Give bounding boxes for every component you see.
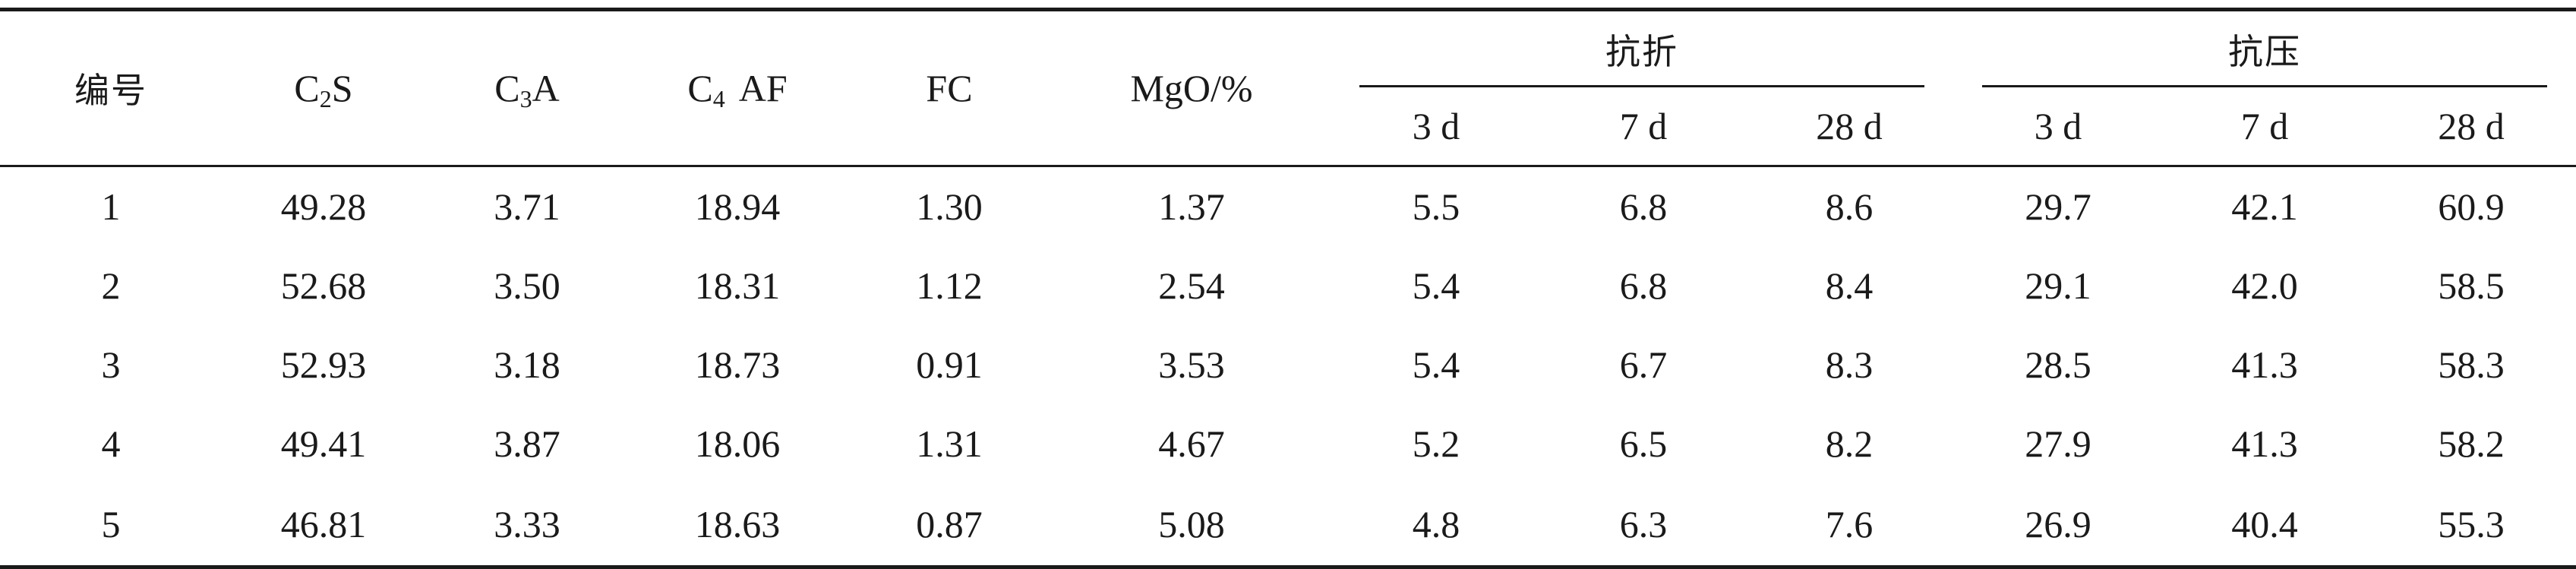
cell-comp-3d: 29.7 [2025,185,2091,228]
cell-comp-3d: 29.1 [2025,264,2091,307]
flexural-group-rule [1359,85,1924,87]
header-row-groups: 编号 C2S C3A C4 AF FC MgO/% 抗折 抗压 [0,8,2576,167]
cell-c4af: 18.31 [694,264,781,307]
table-row: 2 52.68 3.50 18.31 1.12 2.54 5.4 6.8 8.4… [0,246,2576,325]
header-comp-7d: 7 d [2163,87,2366,167]
cell-c4af: 18.94 [694,185,781,228]
cell-flex-3d: 5.4 [1412,264,1460,307]
cell-flex-28d: 8.3 [1825,343,1874,386]
header-flex-28d: 28 d [1745,87,1953,167]
cell-comp-3d: 27.9 [2025,422,2091,465]
c3a-sub: 3 [519,85,532,112]
cell-flex-28d: 8.2 [1825,422,1874,465]
cell-fc: 0.91 [916,343,983,386]
cell-mgo: 4.67 [1158,422,1225,465]
cell-c4af: 18.06 [694,422,781,465]
cell-flex-28d: 8.4 [1825,264,1874,307]
header-id: 编号 [0,8,222,167]
cell-comp-28d: 60.9 [2438,185,2505,228]
cell-c2s: 46.81 [222,483,425,569]
header-flex-3d: 3 d [1331,87,1542,167]
cell-c3a: 3.33 [425,483,629,569]
c2s-sub: 2 [319,85,332,112]
cell-comp-3d: 28.5 [2025,343,2091,386]
cell-comp-7d: 41.3 [2231,343,2298,386]
table-row: 1 49.28 3.71 18.94 1.30 1.37 5.5 6.8 8.6… [0,166,2576,247]
cell-mgo: 3.53 [1158,343,1225,386]
header-row-ages: 3 d 7 d 28 d 3 d 7 d 28 d [0,87,2576,167]
cell-c2s: 49.28 [280,185,367,228]
cell-c3a: 3.71 [494,185,560,228]
compressive-group-rule [1982,85,2547,87]
cell-c2s: 52.68 [280,264,367,307]
header-c4af: C4 AF [629,8,846,167]
cell-mgo: 1.37 [1158,185,1225,228]
cell-fc: 1.31 [916,422,983,465]
header-mgo: MgO/% [1053,8,1331,167]
cell-comp-7d: 41.3 [2231,422,2298,465]
cell-fc: 1.12 [916,264,983,307]
cell-flex-28d: 8.6 [1825,185,1874,228]
compressive-label: 抗压 [2228,31,2301,72]
c3a-base: C [494,67,520,109]
cell-comp-3d: 26.9 [1953,483,2163,569]
cell-mgo: 2.54 [1158,264,1225,307]
c2s-tail: S [331,67,353,109]
c4af-sub: 4 [712,85,725,112]
cell-comp-7d: 40.4 [2163,483,2366,569]
header-group-compressive: 抗压 [1953,8,2576,87]
cell-id: 5 [0,483,222,569]
cell-c4af: 18.63 [629,483,846,569]
c4af-tail: AF [738,67,788,109]
flexural-label: 抗折 [1605,31,1678,72]
cell-c2s: 49.41 [280,422,367,465]
header-comp-28d: 28 d [2366,87,2576,167]
table-row: 3 52.93 3.18 18.73 0.91 3.53 5.4 6.7 8.3… [0,325,2576,404]
cell-id: 3 [101,343,121,386]
header-c2s: C2S [222,8,425,167]
cell-c3a: 3.50 [494,264,560,307]
cell-flex-3d: 5.2 [1412,422,1460,465]
cell-c3a: 3.18 [494,343,560,386]
cell-fc: 1.30 [916,185,983,228]
cell-flex-28d: 7.6 [1745,483,1953,569]
cell-fc: 0.87 [846,483,1053,569]
cell-c2s: 52.93 [280,343,367,386]
header-group-flexural: 抗折 [1331,8,1953,87]
table-row: 5 46.81 3.33 18.63 0.87 5.08 4.8 6.3 7.6… [0,483,2576,569]
cell-flex-7d: 6.7 [1619,343,1668,386]
header-fc: FC [846,8,1053,167]
cell-comp-7d: 42.1 [2231,185,2298,228]
cell-c4af: 18.73 [694,343,781,386]
cell-flex-3d: 5.5 [1412,185,1460,228]
cell-comp-7d: 42.0 [2231,264,2298,307]
table-header: 编号 C2S C3A C4 AF FC MgO/% 抗折 抗压 3 d 7 d 2… [0,8,2576,167]
header-flex-7d: 7 d [1542,87,1745,167]
cell-flex-7d: 6.8 [1619,185,1668,228]
cell-mgo: 5.08 [1053,483,1331,569]
cell-flex-7d: 6.5 [1619,422,1668,465]
cell-comp-28d: 58.3 [2438,343,2505,386]
cell-id: 1 [101,185,121,228]
cell-flex-3d: 5.4 [1412,343,1460,386]
cell-id: 2 [101,264,121,307]
cell-comp-28d: 58.2 [2438,422,2505,465]
header-comp-3d: 3 d [1953,87,2163,167]
header-c3a: C3A [425,8,629,167]
cell-comp-28d: 55.3 [2366,483,2576,569]
cell-flex-7d: 6.8 [1619,264,1668,307]
clinker-composition-strength-table: 编号 C2S C3A C4 AF FC MgO/% 抗折 抗压 3 d 7 d 2… [0,8,2576,569]
c4af-base: C [687,67,713,109]
table-body: 1 49.28 3.71 18.94 1.30 1.37 5.5 6.8 8.6… [0,166,2576,569]
cell-flex-3d: 4.8 [1331,483,1542,569]
table-row: 4 49.41 3.87 18.06 1.31 4.67 5.2 6.5 8.2… [0,404,2576,483]
cell-comp-28d: 58.5 [2438,264,2505,307]
c2s-base: C [294,67,320,109]
cell-id: 4 [101,422,121,465]
cell-c3a: 3.87 [494,422,560,465]
c3a-tail: A [532,67,560,109]
cell-flex-7d: 6.3 [1542,483,1745,569]
